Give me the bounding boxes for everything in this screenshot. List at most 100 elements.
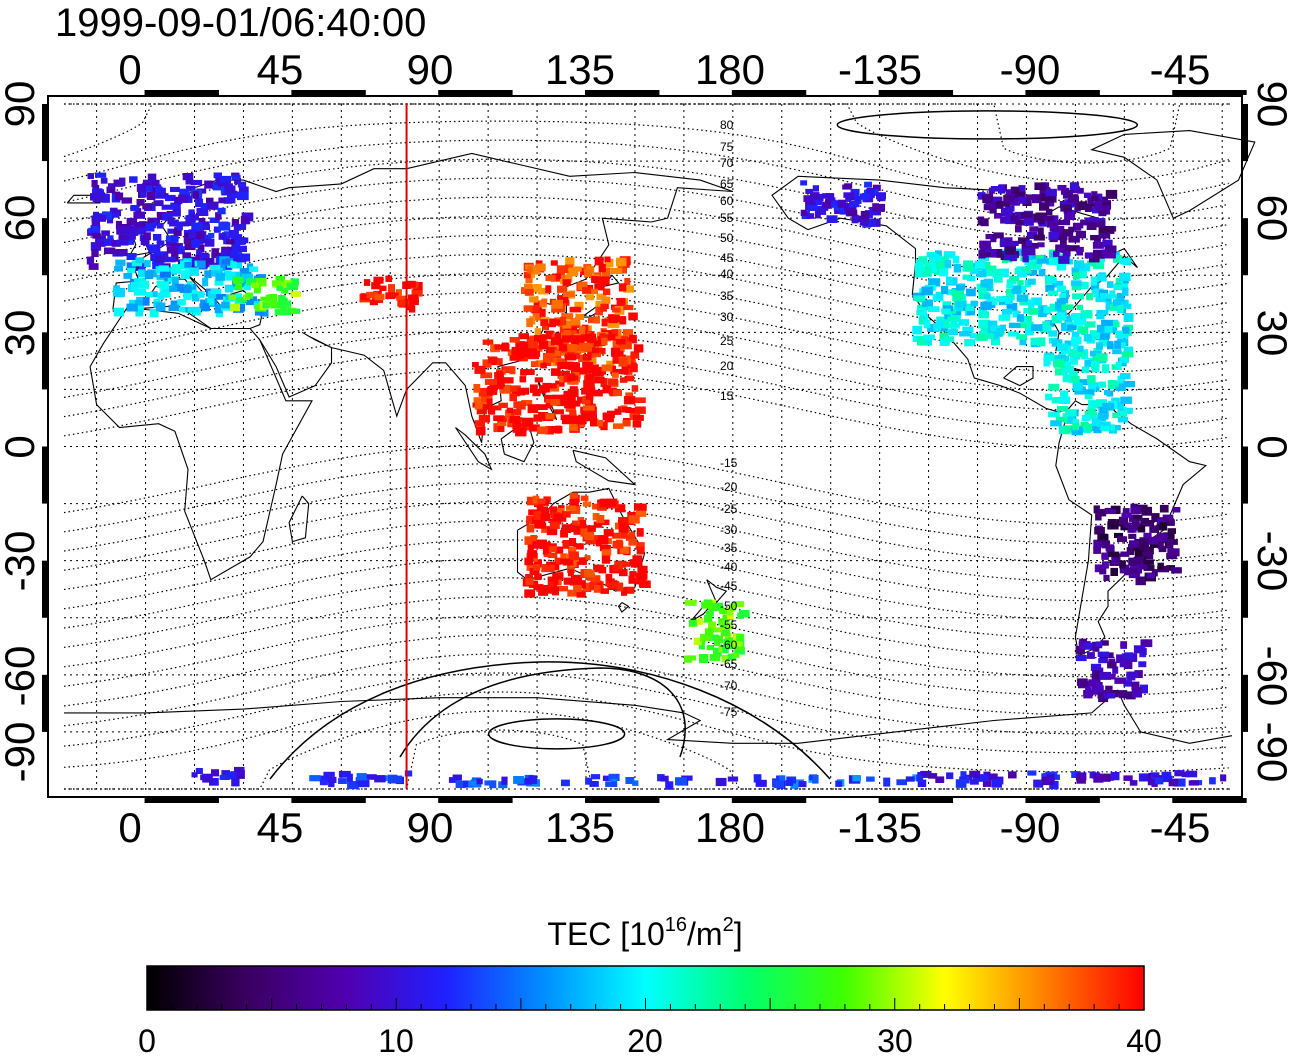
tec-cell: [277, 295, 286, 304]
tec-cell: [693, 637, 702, 646]
tec-cell: [1072, 222, 1082, 231]
tec-cell: [1099, 407, 1108, 416]
tec-cell: [912, 325, 922, 335]
tec-cell: [178, 194, 188, 203]
tec-cell: [545, 330, 554, 340]
tec-cell: [585, 536, 597, 545]
tec-cell: [1034, 182, 1046, 190]
tec-cell: [534, 328, 541, 336]
tec-cell: [1143, 564, 1155, 571]
tec-cell: [822, 201, 833, 209]
frame-bar: [1243, 446, 1248, 504]
top-lon-tick: -135: [838, 46, 922, 93]
magnetic-pole-contour: [399, 667, 686, 758]
tec-cell: [473, 397, 482, 405]
tec-cell: [186, 281, 193, 287]
tec-cell: [347, 781, 359, 790]
tec-cell: [785, 779, 793, 786]
tec-cell: [136, 227, 147, 235]
tec-cell: [1039, 202, 1050, 211]
tec-cell: [914, 263, 925, 272]
tec-cell: [192, 190, 199, 199]
tec-cell: [195, 768, 203, 774]
tec-cell: [627, 512, 636, 518]
tec-cell: [149, 308, 159, 318]
tec-cell: [142, 204, 153, 210]
tec-cell: [1123, 346, 1133, 355]
tec-cell: [1096, 685, 1104, 693]
tec-cell: [1029, 226, 1038, 232]
tec-cell: [358, 779, 370, 788]
tec-cell: [151, 179, 160, 187]
magnetic-latitude-contour: [63, 672, 1229, 754]
tec-cell: [1123, 680, 1132, 687]
tec-cell: [94, 215, 107, 222]
coastline: [706, 579, 728, 604]
tec-cell: [179, 284, 191, 293]
tec-cell: [1066, 365, 1075, 373]
tec-cell: [1048, 330, 1058, 337]
tec-cell: [613, 423, 624, 429]
tec-cell: [125, 239, 135, 245]
tec-cell: [988, 773, 998, 781]
tec-cell: [1188, 780, 1200, 786]
tec-cell: [1113, 284, 1123, 291]
tec-cell: [1075, 351, 1087, 358]
magnetic-latitude-contour: [63, 139, 1229, 221]
tec-cell: [928, 278, 941, 287]
tec-cell: [547, 553, 558, 558]
tec-cell: [953, 263, 962, 273]
tec-cell: [618, 561, 630, 567]
tec-cell: [254, 285, 261, 294]
tec-cell: [1016, 271, 1027, 278]
tec-cell: [616, 257, 627, 267]
tec-cell: [177, 299, 186, 306]
bottom-lon-tick: 180: [695, 804, 765, 851]
tec-cell: [1051, 397, 1061, 404]
tec-cell: [727, 776, 739, 782]
tec-cell: [518, 333, 529, 340]
tec-cell: [943, 336, 955, 343]
tec-cell: [230, 303, 240, 312]
tec-cell: [133, 222, 144, 229]
tec-cell: [1101, 552, 1109, 560]
tec-cell: [130, 205, 140, 212]
tec-cell: [698, 654, 709, 660]
tec-cell: [129, 299, 138, 307]
contour-label: -45: [720, 579, 738, 593]
tec-cell: [629, 363, 638, 373]
tec-cell: [1098, 658, 1108, 664]
tec-cell: [129, 176, 138, 183]
tec-cell: [476, 409, 487, 415]
tec-cell: [155, 302, 166, 312]
tec-cell: [600, 334, 608, 340]
frame-bar: [292, 798, 366, 803]
tec-cell: [940, 317, 949, 325]
tec-cell: [623, 396, 636, 405]
tec-cell: [1046, 257, 1057, 265]
tec-cell: [555, 546, 564, 554]
tec-cell: [136, 199, 145, 206]
tec-cell: [556, 399, 566, 407]
contour-label: -20: [720, 480, 738, 494]
tec-cell: [1102, 402, 1115, 411]
tec-cell: [552, 572, 564, 581]
tec-cell: [966, 308, 976, 316]
tec-cell: [633, 344, 644, 353]
tec-cell: [544, 564, 555, 572]
tec-cell: [1117, 536, 1128, 542]
tec-cell: [1085, 389, 1095, 396]
tec-cell: [157, 222, 164, 229]
tec-cell: [1024, 321, 1034, 329]
tec-cell: [569, 410, 577, 418]
tec-cell: [180, 270, 190, 279]
tec-cell: [731, 652, 740, 658]
tec-cell: [1117, 292, 1125, 302]
tec-cell: [169, 285, 177, 292]
tec-cell: [328, 781, 335, 788]
tec-cell: [1072, 313, 1081, 321]
tec-cell: [994, 213, 1002, 219]
tec-cell: [392, 775, 403, 784]
tec-cell: [1120, 551, 1130, 557]
frame-bar: [1243, 560, 1248, 618]
